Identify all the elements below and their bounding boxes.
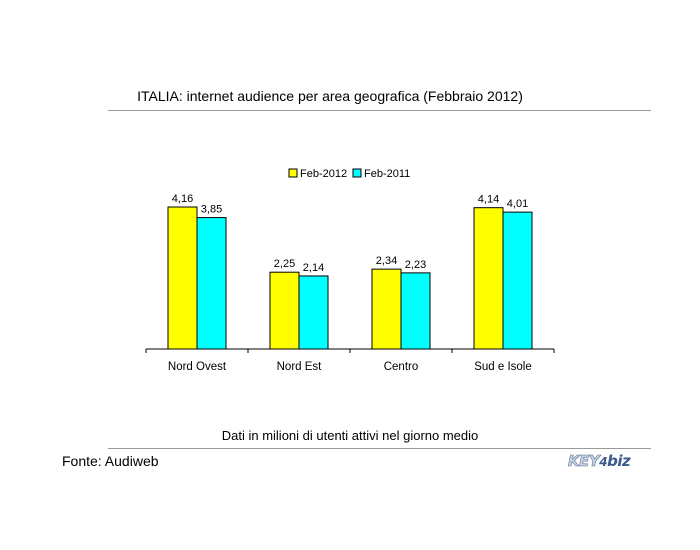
chart-note: Dati in milioni di utenti attivi nel gio… [221, 428, 479, 443]
data-label: 2,23 [405, 259, 426, 271]
bar-feb-2012 [473, 207, 504, 350]
x-tick-label: Sud e Isole [474, 361, 532, 373]
logo-biz: biz [607, 452, 631, 470]
x-tick-label: Nord Ovest [168, 361, 227, 373]
bar-feb-2011 [502, 211, 533, 350]
bottom-divider [108, 448, 651, 449]
x-tick-label: Nord Est [277, 361, 323, 373]
legend-label: Feb-2011 [364, 168, 410, 180]
data-label: 4,01 [507, 198, 528, 210]
top-divider [108, 110, 651, 111]
logo-key: KEY [568, 452, 600, 471]
data-label: 2,14 [303, 262, 324, 274]
bar-chart: Feb-2012 Feb-2011 4,16 3,85 2,25 2,14 2,34 2,2… [145, 168, 555, 373]
key4biz-logo: KEY4biz [568, 452, 631, 471]
x-tick-label: Centro [384, 361, 419, 373]
bar-feb-2011 [196, 217, 227, 350]
data-label: 3,85 [201, 204, 222, 216]
bar-feb-2012 [269, 271, 300, 350]
source-text: Fonte: Audiweb [62, 453, 159, 469]
bar-feb-2012 [167, 206, 198, 350]
chart-title: ITALIA: internet audience per area geogr… [137, 88, 523, 104]
x-axis: Nord Ovest Nord Est Centro Sud e Isole [145, 348, 555, 373]
logo-four: 4 [599, 455, 608, 469]
bar-feb-2011 [298, 275, 329, 350]
bar-feb-2011 [400, 272, 431, 350]
bars: 4,16 3,85 2,25 2,14 2,34 2,23 4,14 4,01 [167, 193, 533, 350]
bar-feb-2012 [371, 268, 402, 350]
legend-swatch [352, 168, 362, 178]
data-label: 2,25 [274, 258, 295, 270]
legend-swatch [288, 168, 298, 178]
legend: Feb-2012 Feb-2011 [288, 168, 410, 180]
data-label: 4,14 [478, 194, 499, 206]
data-label: 4,16 [172, 193, 193, 205]
data-label: 2,34 [376, 255, 397, 267]
legend-label: Feb-2012 [300, 168, 347, 180]
